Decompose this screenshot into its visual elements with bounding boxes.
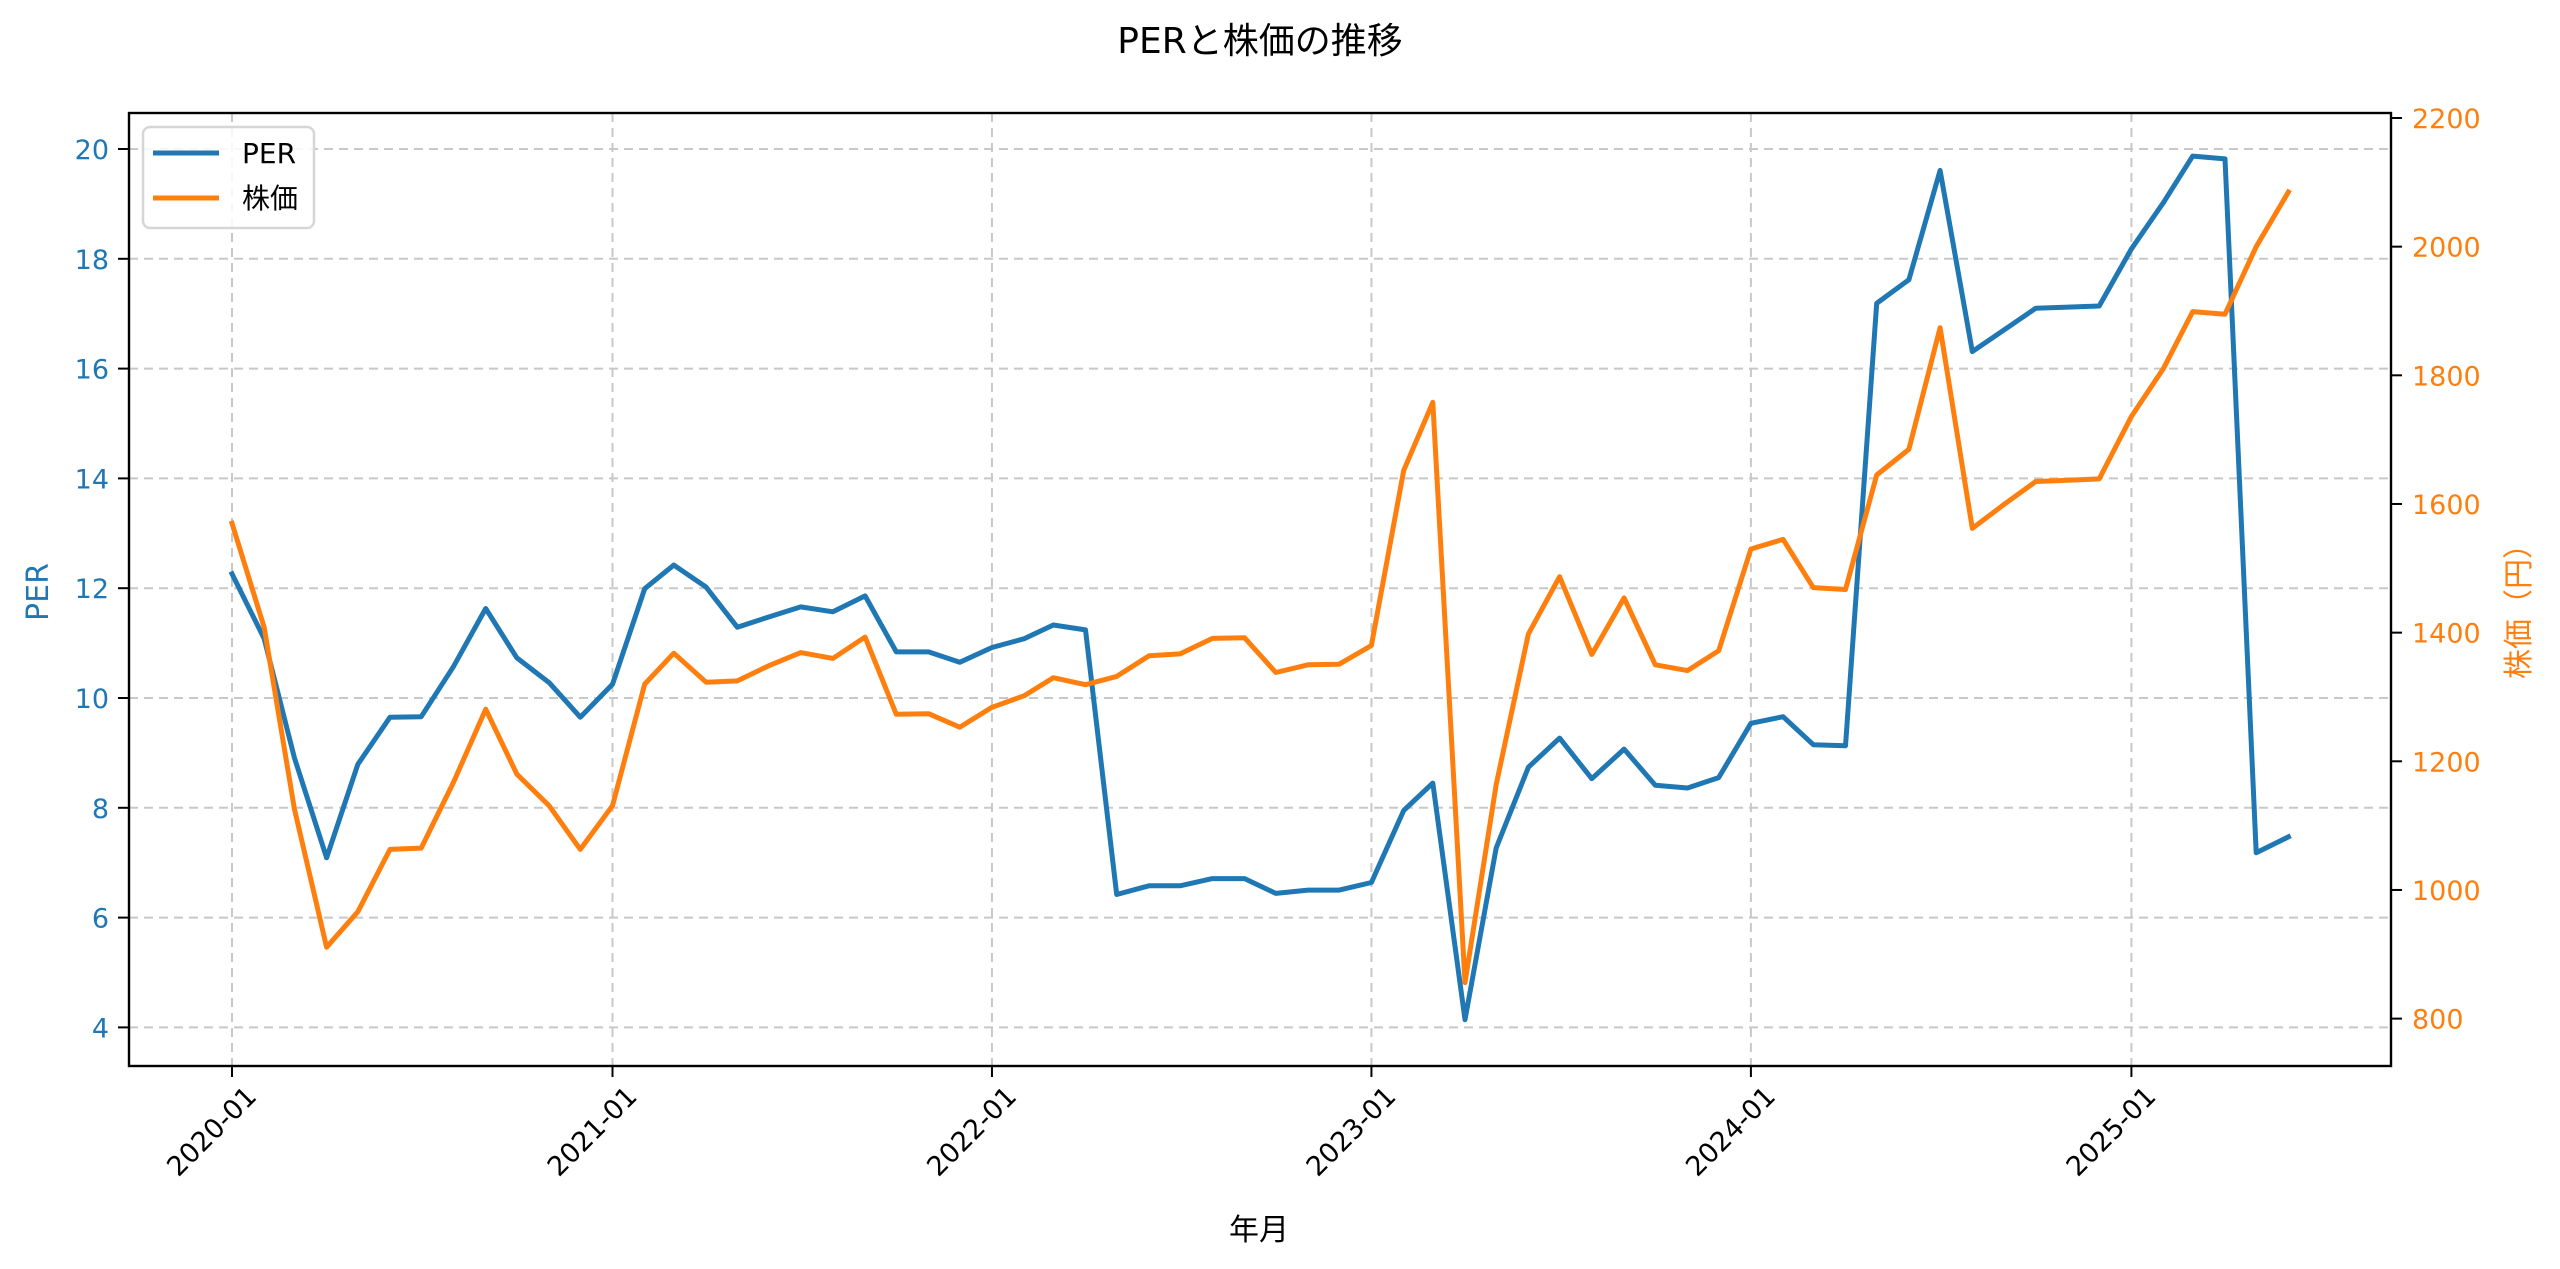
y-tick-label-left: 20 — [75, 135, 109, 166]
left-y-axis: 4 6 8 10 12 14 16 18 20 — [75, 135, 129, 1044]
y-tick-label-right: 1000 — [2412, 876, 2481, 907]
x-tick-label: 2020-01 — [161, 1081, 263, 1183]
right-y-axis-label: 株価（円） — [2502, 529, 2537, 679]
right-y-axis: 800 1000 1200 1400 1600 1800 2000 2200 — [2391, 104, 2481, 1036]
y-tick-label-left: 14 — [75, 464, 109, 495]
x-axis-label: 年月 — [1229, 1213, 1289, 1248]
y-tick-label-right: 1400 — [2412, 619, 2481, 650]
x-tick-label: 2021-01 — [542, 1081, 644, 1183]
y-tick-label-left: 6 — [92, 904, 109, 935]
y-tick-label-left: 10 — [75, 684, 109, 715]
y-tick-label-left: 8 — [92, 794, 109, 825]
y-tick-label-right: 1800 — [2412, 361, 2481, 392]
y-tick-label-right: 800 — [2412, 1005, 2464, 1036]
x-tick-label: 2025-01 — [2061, 1081, 2163, 1183]
legend-label-price: 株価 — [242, 182, 298, 215]
y-gridlines — [129, 148, 2391, 1029]
y-tick-label-right: 1600 — [2412, 490, 2481, 521]
y-tick-label-left: 12 — [75, 574, 109, 605]
x-tick-label: 2024-01 — [1680, 1081, 1782, 1183]
x-axis: 2020-01 2021-01 2022-01 2023-01 2024-01 2025-… — [161, 1066, 2162, 1183]
y-tick-label-right: 2000 — [2412, 233, 2481, 264]
legend-label-per: PER — [242, 137, 296, 170]
price-line — [228, 188, 2292, 986]
y-tick-label-right: 1200 — [2412, 747, 2481, 778]
y-tick-label-left: 4 — [92, 1013, 109, 1044]
x-gridlines — [231, 113, 2133, 1066]
y-tick-label-right: 2200 — [2412, 104, 2481, 135]
chart-title: PERと株価の推移 — [1117, 21, 1402, 62]
series-layer — [228, 153, 2292, 1023]
plot-frame — [127, 111, 2393, 1068]
per-line — [228, 153, 2292, 1023]
y-tick-label-left: 18 — [75, 245, 109, 276]
legend: PER 株価 — [141, 125, 316, 230]
x-tick-label: 2022-01 — [921, 1081, 1023, 1183]
left-y-axis-label: PER — [21, 563, 56, 621]
x-tick-label: 2023-01 — [1301, 1081, 1403, 1183]
y-tick-label-left: 16 — [75, 355, 109, 386]
